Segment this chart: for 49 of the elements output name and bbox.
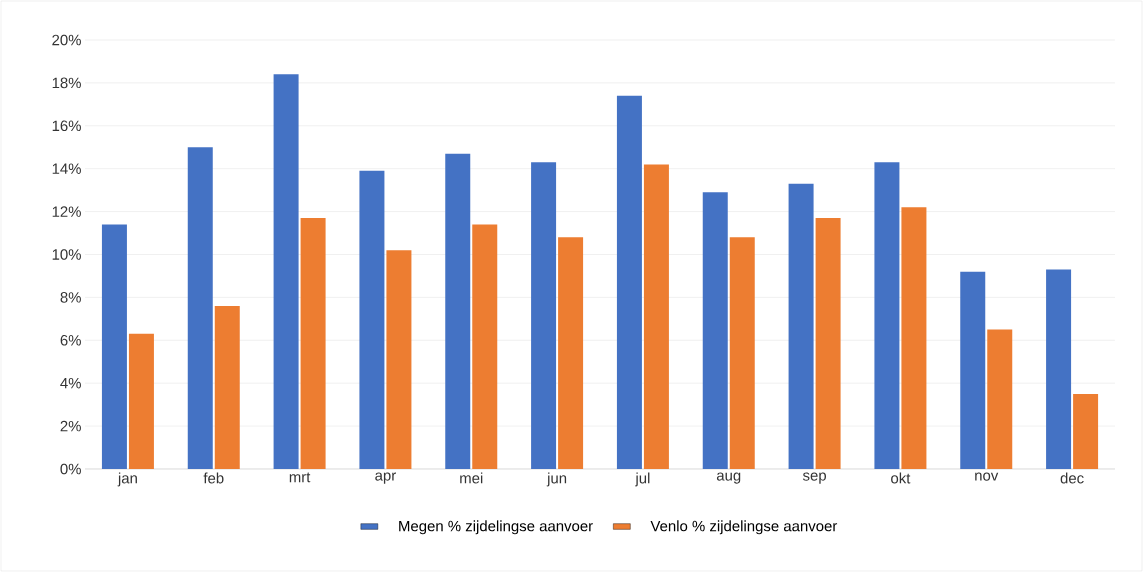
bar <box>1073 393 1099 469</box>
bar <box>558 237 584 469</box>
bar <box>901 207 927 469</box>
bar <box>702 192 728 469</box>
bar <box>128 333 154 469</box>
bar <box>616 95 642 469</box>
y-tick-label: 20% <box>52 34 81 46</box>
bar <box>815 218 841 469</box>
y-tick-label: 8% <box>60 292 81 303</box>
bar <box>300 218 326 469</box>
y-tick-label: 16% <box>52 120 81 132</box>
y-tick-label: 4% <box>60 377 81 389</box>
x-tick-label: dec <box>1060 472 1084 484</box>
x-tick-label: nov <box>975 472 999 481</box>
legend-label: Megen % zijdelingse aanvoer <box>399 520 593 535</box>
y-tick-label: 12% <box>52 206 81 217</box>
bar <box>874 162 900 469</box>
bar <box>273 74 299 469</box>
y-tick-label: 14% <box>52 163 81 174</box>
bar <box>386 250 412 469</box>
bar <box>214 305 240 469</box>
bar <box>531 162 557 469</box>
y-tick-label: 2% <box>60 420 81 432</box>
y-tick-label: 0% <box>60 463 81 475</box>
x-tick-label: okt <box>891 472 911 484</box>
bar <box>187 147 213 469</box>
legend-label: Venlo % zijdelingse aanvoer <box>650 520 838 535</box>
x-tick-label: feb <box>203 472 224 484</box>
bar <box>445 153 471 469</box>
bar <box>987 329 1013 469</box>
x-tick-label: sep <box>802 472 827 484</box>
x-tick-label: jun <box>546 472 567 487</box>
x-tick-label: aug <box>716 472 741 484</box>
bar <box>729 237 755 469</box>
bar <box>960 271 986 469</box>
y-tick-label: 6% <box>60 334 81 346</box>
bar <box>1046 269 1072 469</box>
x-tick-label: jul <box>635 472 650 487</box>
bar <box>472 224 498 469</box>
y-tick-label: 18% <box>52 77 81 89</box>
bar <box>101 224 127 469</box>
bar <box>359 170 385 469</box>
bar <box>643 164 669 469</box>
x-tick-label: apr <box>375 472 396 484</box>
x-tick-label: jan <box>117 472 137 487</box>
x-tick-label: mrt <box>289 472 311 483</box>
y-tick-label: 10% <box>52 249 81 260</box>
bar <box>788 183 814 469</box>
x-tick-label: mei <box>460 472 483 484</box>
